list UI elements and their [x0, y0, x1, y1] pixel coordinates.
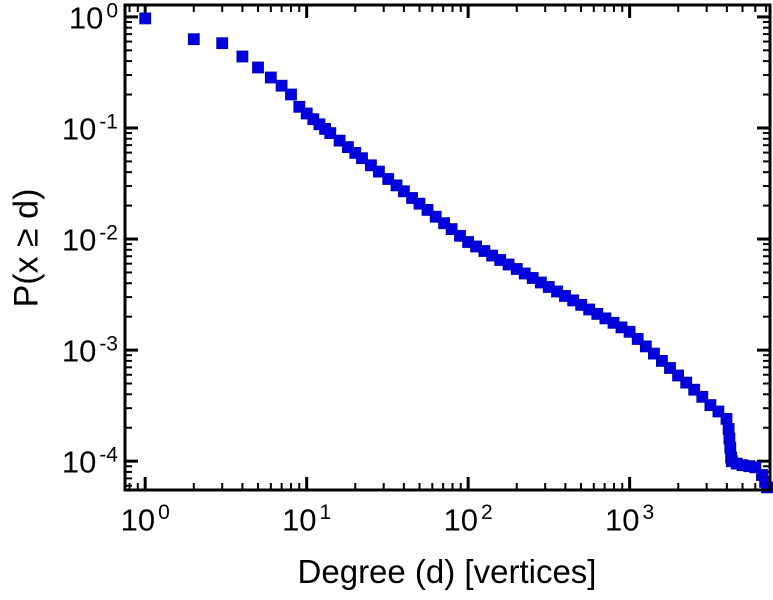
data-point-marker	[364, 159, 377, 172]
data-point-marker	[252, 61, 264, 74]
data-point-marker	[720, 412, 733, 425]
y-axis-label: P(x ≥ d)	[7, 188, 46, 308]
data-point-marker	[390, 179, 403, 192]
data-point-marker	[688, 383, 701, 396]
y-tick-label: 10 0	[68, 0, 118, 36]
data-point-marker	[275, 79, 288, 92]
data-point-marker	[372, 165, 385, 178]
data-point-marker	[664, 362, 676, 374]
data-point-marker	[639, 340, 652, 353]
x-tick-label: 10 3	[605, 501, 655, 538]
data-point-marker	[672, 369, 684, 382]
y-tick-label: 10 -4	[61, 443, 118, 480]
data-point-marker	[356, 152, 368, 165]
data-point-marker	[696, 390, 709, 403]
data-point-marker	[429, 210, 442, 223]
x-tick-label: 10 0	[120, 501, 170, 538]
series-degree-ccdf	[139, 12, 773, 494]
data-point-marker	[285, 88, 297, 101]
data-point-marker	[656, 354, 668, 367]
data-point-marker	[187, 33, 200, 46]
data-point-marker	[445, 223, 458, 236]
data-point-marker	[631, 333, 644, 345]
data-point-marker	[293, 100, 306, 113]
data-point-marker	[397, 185, 410, 198]
y-tick-label: 10 -2	[61, 221, 118, 258]
data-point-marker	[333, 134, 346, 147]
data-point-marker	[264, 71, 277, 84]
plot-frame	[123, 3, 772, 492]
x-tick-label: 10 2	[443, 501, 493, 538]
data-point-marker	[648, 347, 660, 360]
data-point-marker	[454, 229, 466, 242]
data-point-marker	[749, 461, 762, 474]
data-point-marker	[324, 127, 337, 139]
data-point-marker	[712, 405, 725, 418]
y-tick-label: 10 -3	[61, 332, 118, 369]
y-tick-label: 10 -1	[61, 110, 118, 147]
data-point-marker	[236, 50, 249, 63]
data-point-marker	[413, 197, 426, 210]
data-point-marker	[382, 173, 395, 185]
x-axis-label: Degree (d) [vertices]	[297, 553, 597, 590]
data-point-marker	[139, 12, 152, 25]
data-point-marker	[438, 217, 451, 230]
data-point-marker	[704, 399, 717, 412]
data-point-marker	[421, 203, 434, 216]
data-point-marker	[680, 376, 693, 389]
axis-ticks	[125, 5, 770, 490]
x-tick-label: 10 1	[282, 501, 332, 538]
data-point-marker	[623, 325, 636, 338]
data-point-marker	[216, 37, 229, 50]
